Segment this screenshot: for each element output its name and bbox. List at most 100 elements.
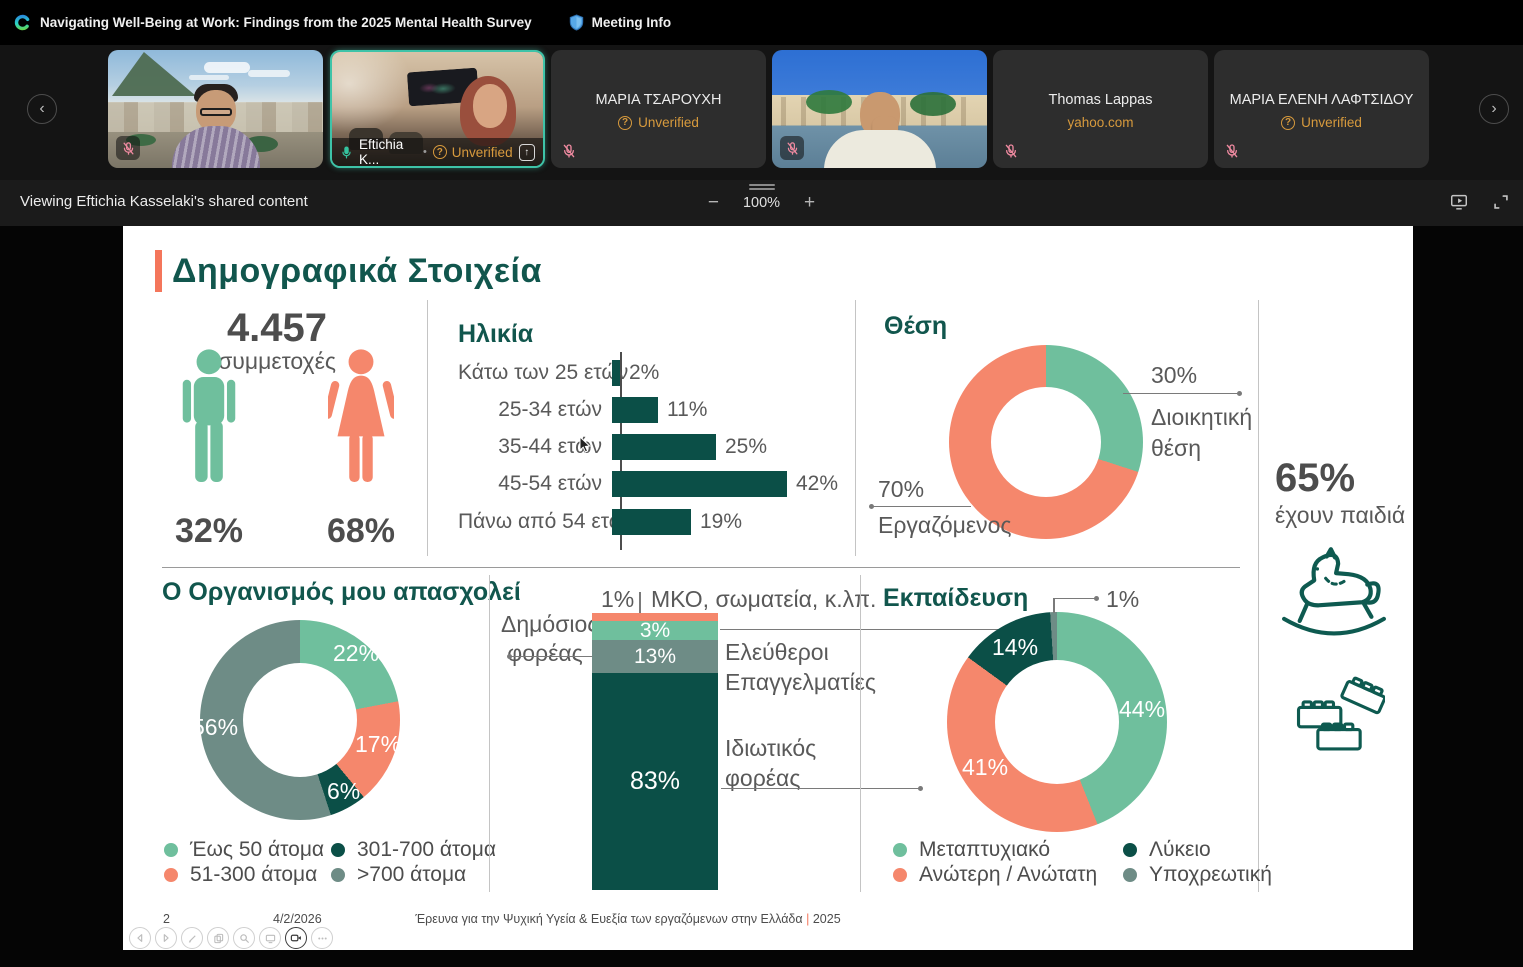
chevron-right-icon[interactable]: › <box>1479 94 1509 124</box>
sector-stacked-bar: 3% 13% 83% <box>592 613 718 890</box>
slice-value: 30% <box>1151 362 1198 388</box>
bar-segment <box>592 613 718 621</box>
question-icon: ? <box>1281 115 1296 130</box>
organization-donut-chart <box>200 620 400 820</box>
bar-value: 19% <box>700 510 743 533</box>
legend-item: Ανώτερη / Ανώτατη <box>893 863 1097 887</box>
position-donut-chart <box>949 345 1143 539</box>
participant-name: ΜΑΡΙΑ ΕΛΕΝΗ ΛΑΦΤΣΙΔΟΥ <box>1229 92 1414 108</box>
popout-window-icon[interactable] <box>1449 192 1469 212</box>
participation-count: 4.457 <box>226 306 328 350</box>
bar-segment: 3% <box>592 619 718 642</box>
segment-value: 1% <box>601 586 635 612</box>
virtual-background-city <box>108 50 323 168</box>
display-icon <box>259 927 281 949</box>
chevron-left-icon[interactable]: ‹ <box>27 94 57 124</box>
bar <box>612 397 658 423</box>
age-category: 35-44 ετών <box>498 435 602 458</box>
presenter-toolbar <box>129 927 333 949</box>
slide-date: 4/2/2026 <box>273 912 322 926</box>
legend-item: >700 άτομα <box>331 863 466 887</box>
participant-name: Thomas Lappas <box>1048 92 1153 108</box>
children-percentage: 65% <box>1275 456 1356 500</box>
segment-label: ΜΚΟ, σωματεία, κ.λπ. <box>651 586 877 612</box>
legend-item: Μεταπτυχιακό <box>893 838 1050 862</box>
bar-segment: 13% <box>592 640 718 673</box>
divider <box>855 300 856 556</box>
separator-dot: • <box>422 146 427 158</box>
male-percentage: 32% <box>174 512 244 550</box>
slice-label: Εργαζόμενος <box>878 512 1012 538</box>
mic-muted-icon <box>116 136 140 160</box>
slice-value: 17% <box>355 731 402 757</box>
participant-tile-5[interactable]: Thomas Lappas yahoo.com <box>993 50 1208 168</box>
age-category: 45-54 ετών <box>498 472 602 495</box>
legend-item: Έως 50 άτομα <box>164 838 324 862</box>
fullscreen-icon[interactable] <box>1491 192 1511 212</box>
sharing-indicator-icon: ↑ <box>518 143 535 161</box>
participant-tile-3[interactable]: ΜΑΡΙΑ ΤΣΑΡΟΥΧΗ ? Unverified <box>551 50 766 168</box>
participant-tile-6[interactable]: ΜΑΡΙΑ ΕΛΕΝΗ ΛΑΦΤΣΙΔΟΥ ? Unverified <box>1214 50 1429 168</box>
slice-label: Διοικητική θέση <box>1151 404 1253 462</box>
participant-video-4[interactable] <box>772 50 987 168</box>
participant-filmstrip: ‹ <box>0 45 1523 180</box>
pen-icon <box>181 927 203 949</box>
magnifier-icon <box>233 927 255 949</box>
slice-value: 22% <box>333 640 380 666</box>
leader-line <box>1053 596 1099 601</box>
bar-value: 25% <box>725 435 768 458</box>
webex-logo-icon <box>14 14 31 31</box>
previous-slide-icon <box>129 927 151 949</box>
slide-page-number: 2 <box>163 912 170 926</box>
bar-value: 2% <box>629 361 660 384</box>
legend-item: 51-300 άτομα <box>164 863 317 887</box>
remote-cursor <box>578 436 592 454</box>
leader-line <box>507 654 592 659</box>
zoom-out-button[interactable]: − <box>707 192 719 213</box>
bar <box>612 471 787 497</box>
legend-item: Υποχρεωτική <box>1123 863 1272 887</box>
unverified-badge: ? Unverified <box>1214 115 1429 130</box>
question-icon: ? <box>618 115 633 130</box>
leader-line <box>721 786 923 791</box>
segment-label: Ελεύθεροι Επαγγελματίες <box>725 639 877 695</box>
slice-value: 44% <box>1119 696 1166 722</box>
virtual-background-university <box>772 50 987 168</box>
organization-chart-title: Ο Οργανισμός μου απασχολεί <box>162 578 521 606</box>
children-label: έχουν παιδιά <box>1275 502 1406 528</box>
mic-muted-icon <box>1224 143 1240 159</box>
shield-icon <box>569 14 584 31</box>
female-percentage: 68% <box>326 512 396 550</box>
segment-label: Δημόσιος φορέας <box>501 611 599 666</box>
unverified-badge: ? Unverified <box>432 145 513 160</box>
bar <box>612 509 691 535</box>
divider <box>162 567 1240 568</box>
participant-name: Eftichia K... <box>359 137 404 167</box>
camera-icon <box>285 927 307 949</box>
rocking-horse-icon <box>1271 544 1397 648</box>
meeting-info-button[interactable]: Meeting Info <box>569 14 671 31</box>
slice-value: 1% <box>1106 586 1140 612</box>
divider <box>427 300 428 556</box>
mic-muted-icon <box>561 143 577 159</box>
top-bar: Navigating Well-Being at Work: Findings … <box>0 0 1523 45</box>
unverified-badge: ? Unverified <box>551 115 766 130</box>
slice-value: 56% <box>192 714 239 740</box>
participant-video-active-speaker[interactable]: Eftichia K... • ? Unverified ↑ <box>330 50 545 168</box>
zoom-in-button[interactable]: + <box>804 192 816 213</box>
age-chart-title: Ηλικία <box>458 320 534 348</box>
leader-line <box>720 627 1022 632</box>
participant-video-1[interactable] <box>108 50 323 168</box>
slice-value: 6% <box>327 778 361 804</box>
drag-handle[interactable] <box>748 182 775 192</box>
zoom-level: 100% <box>742 195 781 211</box>
bar <box>612 434 716 460</box>
divider <box>1258 300 1259 892</box>
divider <box>860 575 861 892</box>
slice-value: 14% <box>992 634 1039 660</box>
footer-separator: | <box>806 912 810 926</box>
position-chart-title: Θέση <box>884 312 948 340</box>
participant-name: ΜΑΡΙΑ ΤΣΑΡΟΥΧΗ <box>595 92 722 108</box>
title-accent-bar <box>155 250 162 292</box>
